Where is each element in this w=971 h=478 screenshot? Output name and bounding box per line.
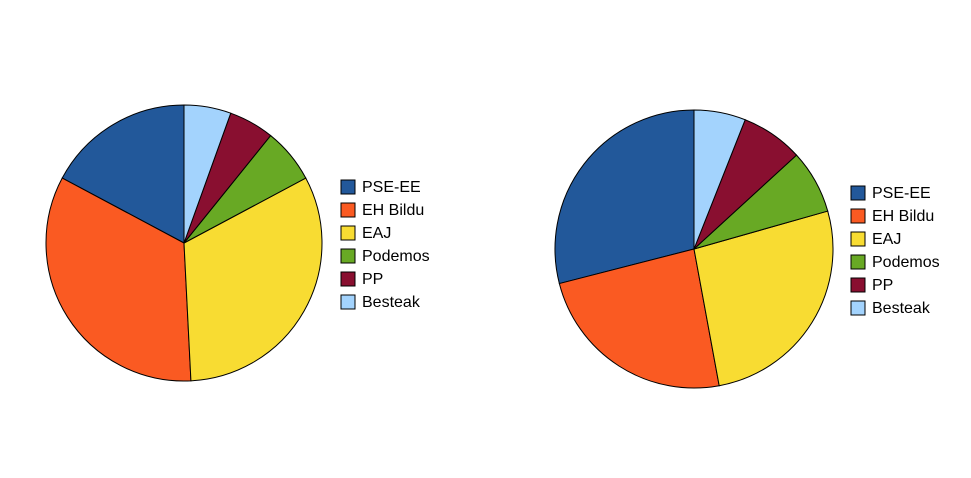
pie-slice: [558, 248, 720, 389]
legend-label: PSE-EE: [362, 179, 421, 196]
legend-swatch: [340, 202, 356, 218]
pie-slice: [554, 109, 695, 285]
pie-slice: [183, 104, 232, 244]
pie-slice: [183, 177, 323, 382]
legend-swatch: [340, 179, 356, 195]
legend-swatch: [850, 208, 866, 224]
legend-label: Podemos: [872, 254, 940, 271]
legend-swatch: [340, 271, 356, 287]
legend-label: PP: [872, 277, 893, 294]
legend-label: EAJ: [362, 225, 391, 242]
legend-swatch: [850, 185, 866, 201]
legend-label: EH Bildu: [872, 208, 934, 225]
legend-label: Besteak: [872, 300, 931, 317]
legend-swatch: [340, 225, 356, 241]
legend-label: EAJ: [872, 231, 901, 248]
pie-slice: [45, 177, 192, 382]
legend-swatch: [340, 294, 356, 310]
legend-label: Besteak: [362, 294, 421, 311]
legend-swatch: [340, 248, 356, 264]
legend-label: Podemos: [362, 248, 430, 265]
pie-slice: [693, 210, 834, 387]
legend-label: EH Bildu: [362, 202, 424, 219]
pie-slice: [693, 109, 746, 250]
legend-label: PSE-EE: [872, 185, 931, 202]
legend-swatch: [850, 231, 866, 247]
legend-swatch: [850, 300, 866, 316]
pie-slice: [61, 104, 185, 244]
legend-swatch: [850, 254, 866, 270]
legend-swatch: [850, 277, 866, 293]
legend-label: PP: [362, 271, 383, 288]
